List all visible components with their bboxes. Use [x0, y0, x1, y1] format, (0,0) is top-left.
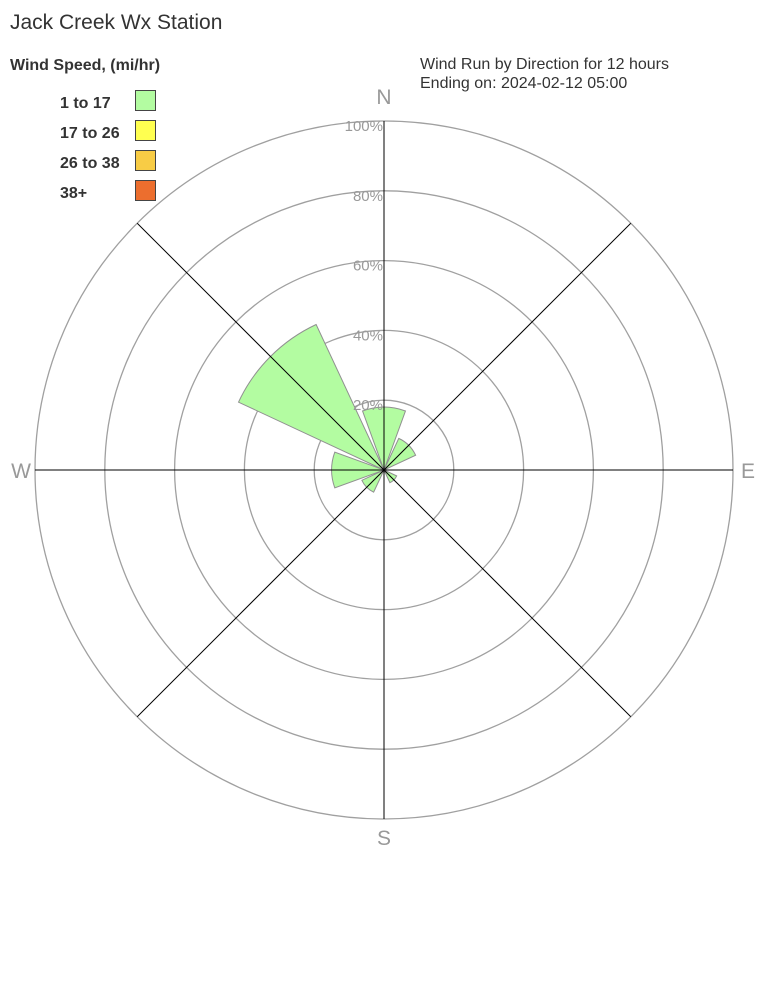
compass-n: N — [376, 86, 391, 109]
legend: 1 to 17 17 to 26 26 to 38 38+ — [60, 90, 156, 202]
compass-e: E — [741, 460, 755, 483]
spokes — [35, 121, 733, 819]
legend-swatch — [135, 180, 156, 201]
subtitle-line-1: Wind Run by Direction for 12 hours — [420, 56, 669, 73]
compass-s: S — [377, 827, 391, 850]
wedges — [237, 323, 417, 493]
legend-swatch — [135, 90, 156, 111]
radial-tick-label: 100% — [345, 118, 383, 135]
legend-label: 17 to 26 — [60, 125, 120, 142]
legend-label: 26 to 38 — [60, 155, 120, 172]
legend-title: Wind Speed, (mi/hr) — [10, 57, 160, 74]
radial-tick-label: 60% — [353, 258, 383, 275]
chart-title: Jack Creek Wx Station — [10, 11, 222, 34]
subtitle-line-2: Ending on: 2024-02-12 05:00 — [420, 75, 627, 92]
radial-tick-label: 80% — [353, 188, 383, 205]
spoke — [136, 222, 632, 718]
radial-tick-label: 40% — [353, 327, 383, 344]
legend-swatch — [135, 120, 156, 141]
radial-tick-labels: 20% 40% 60% 80% 100% — [345, 118, 383, 414]
radial-tick-label: 20% — [353, 397, 383, 414]
compass-w: W — [11, 460, 31, 483]
legend-label: 38+ — [60, 185, 87, 202]
legend-label: 1 to 17 — [60, 95, 111, 112]
legend-swatch — [135, 150, 156, 171]
